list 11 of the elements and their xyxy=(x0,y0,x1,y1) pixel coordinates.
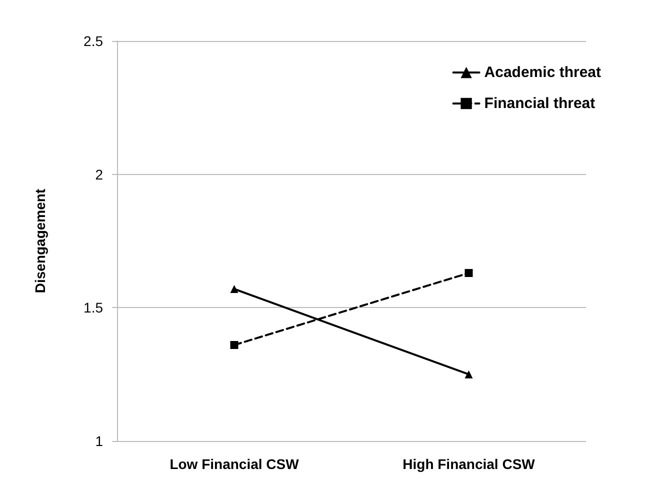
y-tick-label: 1.5 xyxy=(84,300,104,316)
y-tick-label: 2 xyxy=(95,166,104,182)
x-tick-label: Low Financial CSW xyxy=(170,456,300,472)
legend-label: Academic threat xyxy=(484,64,602,81)
legend-label: Financial threat xyxy=(484,95,596,112)
y-tick-label: 2.5 xyxy=(84,33,104,49)
y-axis-title: Disengagement xyxy=(32,188,48,294)
x-tick-label: High Financial CSW xyxy=(402,456,536,472)
point xyxy=(230,341,238,349)
point xyxy=(464,269,473,277)
y-tick-label: 1 xyxy=(95,433,104,449)
